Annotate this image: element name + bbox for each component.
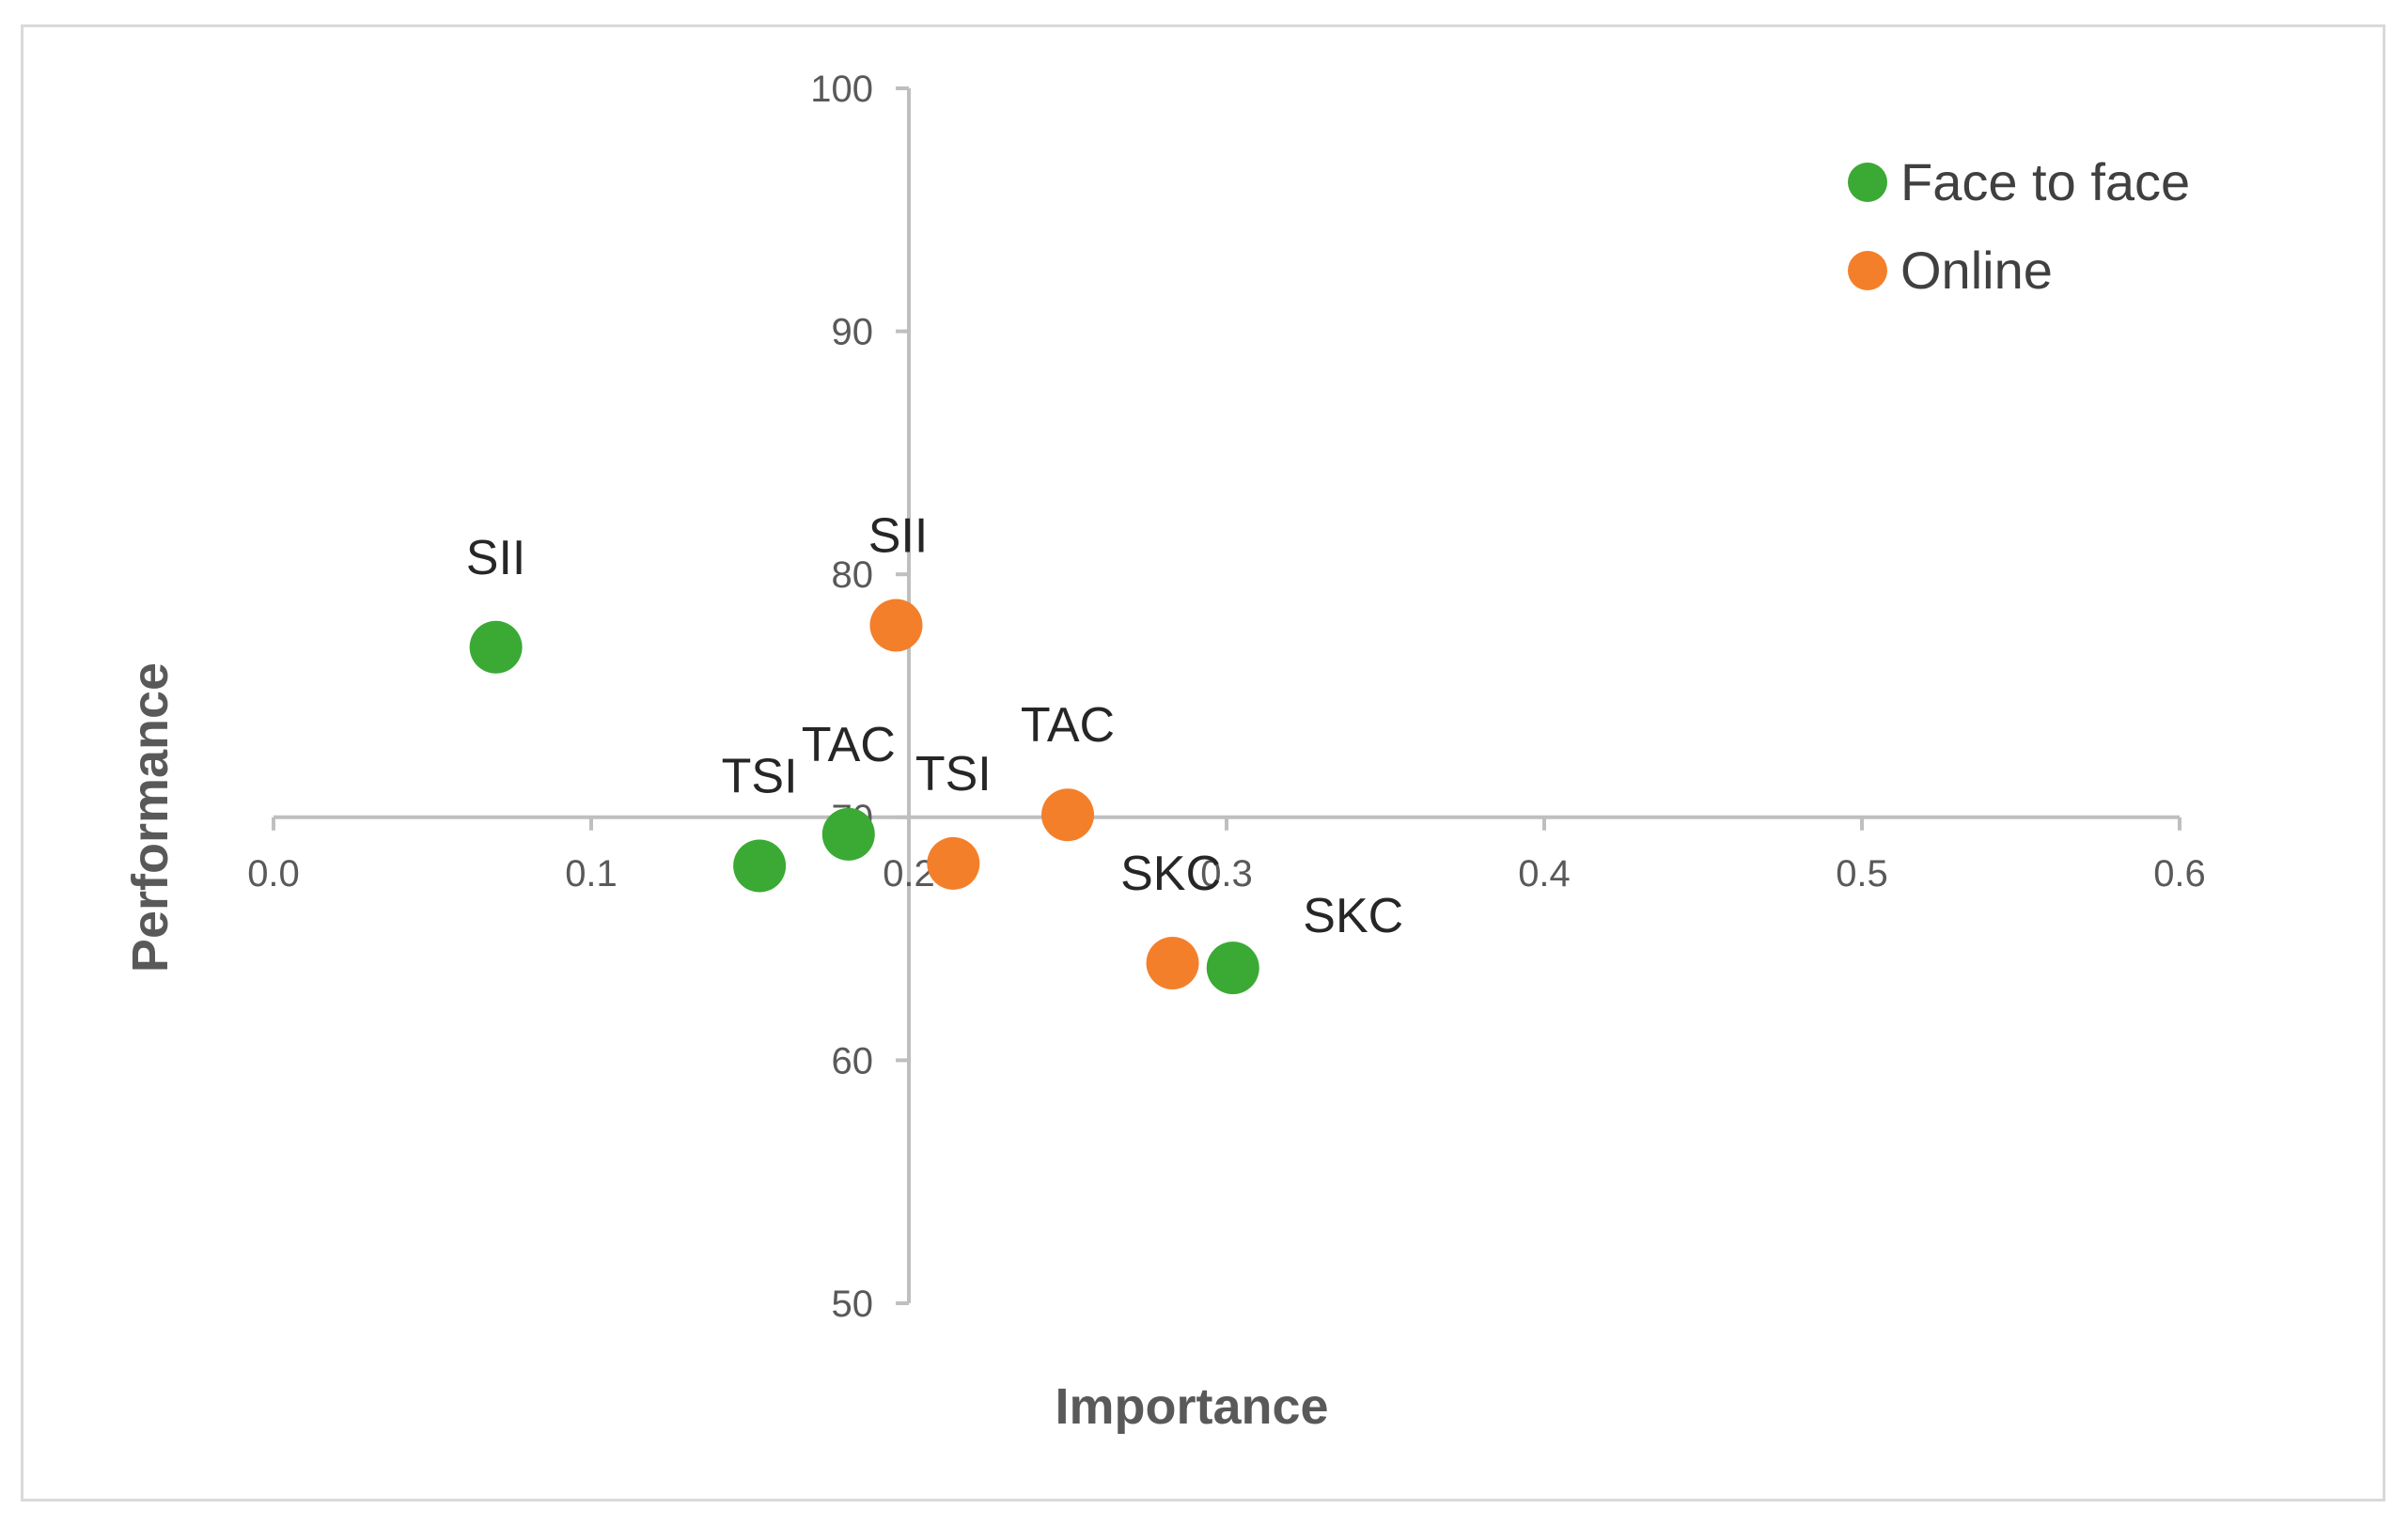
- point-label: TAC: [1021, 698, 1115, 753]
- online-point-tsi: [927, 836, 980, 890]
- data-points: [469, 599, 1259, 995]
- point-label: SKC: [1303, 889, 1403, 943]
- x-tick-label: 0.1: [565, 853, 618, 895]
- x-tick-label: 0.0: [247, 853, 300, 895]
- x-tick-label: 0.4: [1518, 853, 1571, 895]
- x-tick-label: 0.3: [1200, 853, 1253, 895]
- online-point-sii: [869, 599, 923, 652]
- chart-frame: [21, 24, 2385, 1502]
- face-to-face-point-tsi: [733, 839, 787, 893]
- face-to-face-point-skc: [1206, 941, 1259, 995]
- face-to-face-point-tac: [821, 807, 875, 861]
- y-tick-label: 80: [832, 554, 874, 596]
- point-label: TSI: [915, 747, 992, 801]
- point-label: TSI: [722, 750, 798, 804]
- online-point-skc: [1146, 936, 1199, 989]
- x-tick-label: 0.2: [883, 853, 935, 895]
- y-tick-label: 90: [832, 312, 874, 353]
- y-tick-label: 100: [810, 69, 873, 110]
- x-tick-label: 0.6: [2153, 853, 2206, 895]
- point-label: SII: [868, 509, 929, 564]
- legend-marker-online: [1848, 251, 1887, 290]
- y-axis-title: Performance: [122, 662, 179, 973]
- x-axis-title: Importance: [1055, 1378, 1328, 1435]
- legend-label-online: Online: [1900, 241, 2053, 300]
- legend-marker-face-to-face: [1848, 163, 1887, 202]
- face-to-face-point-sii: [469, 620, 523, 674]
- legend-label-face-to-face: Face to face: [1900, 152, 2190, 211]
- x-tick-label: 0.5: [1836, 853, 1888, 895]
- point-label: SKC: [1120, 847, 1221, 901]
- legend: Face to face Online: [1848, 152, 2190, 300]
- point-label: TAC: [802, 718, 896, 772]
- point-label: SII: [466, 531, 526, 585]
- online-point-tac: [1041, 788, 1094, 842]
- y-tick-label: 50: [832, 1284, 874, 1325]
- axes: 0.00.10.20.30.40.50.65060708090100: [247, 69, 2206, 1325]
- y-tick-label: 60: [832, 1040, 874, 1082]
